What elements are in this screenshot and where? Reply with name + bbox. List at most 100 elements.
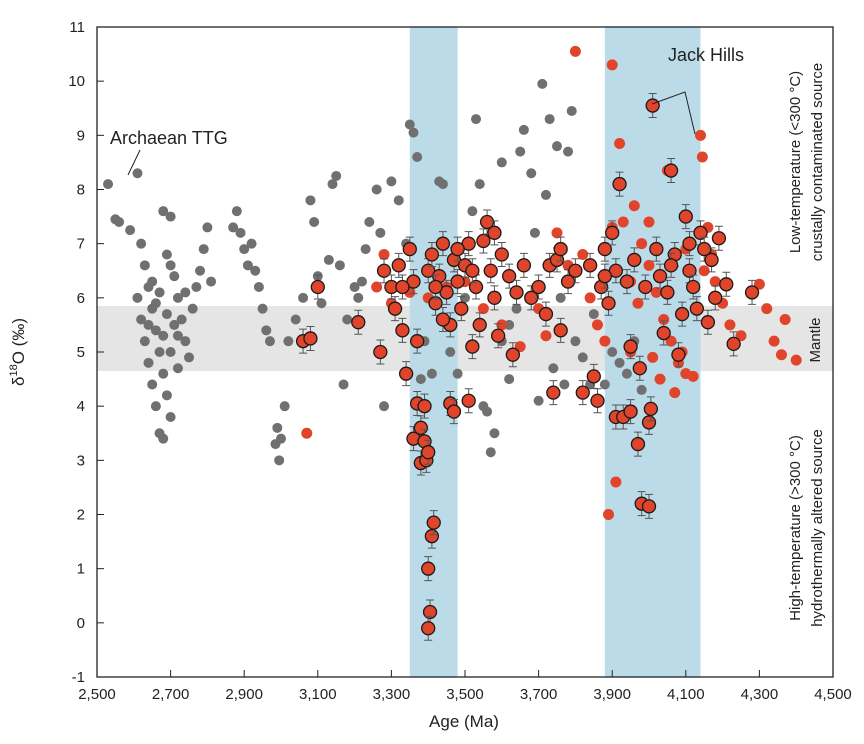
x-tick-label: 4,500 [814, 686, 852, 703]
zircon-point-errorbar [417, 399, 432, 414]
zircon-point-errorbar [623, 404, 638, 419]
zircon-point-errorbar [435, 312, 451, 327]
zircon-point-errorbar [426, 515, 441, 530]
zircon-point-errorbar [421, 445, 436, 460]
zircon-point-errorbar [660, 285, 675, 300]
y-tick-label: 9 [77, 127, 85, 144]
ttg-point [445, 347, 456, 357]
ttg-point [172, 292, 183, 303]
zircon-point-errorbar [652, 269, 668, 284]
ttg-point [356, 276, 367, 287]
zircon-point-errorbar [516, 258, 532, 273]
ttg-point [426, 368, 437, 379]
y-tick-label: 4 [77, 398, 85, 415]
ttg-point [272, 422, 283, 433]
zircon-point-errorbar [553, 241, 568, 257]
zircon-point-errorbar [674, 306, 690, 322]
ttg-points [103, 78, 647, 466]
ttg-point [139, 336, 150, 347]
y-tick-label: 3 [77, 452, 85, 469]
ttg-point [158, 206, 169, 217]
ttg-point [147, 379, 158, 390]
zircon-point-errorbar [663, 258, 679, 273]
zircon-point-errorbar [641, 415, 657, 430]
zircon-point [301, 427, 313, 439]
ttg-point [334, 260, 345, 271]
ttg-point [150, 325, 161, 336]
zircon-point-errorbar [376, 263, 392, 278]
ttg-point [198, 244, 209, 255]
ttg-point [621, 368, 632, 379]
ttg-point [327, 179, 338, 190]
ttg-point [125, 225, 136, 236]
zircon-point-errorbar [435, 236, 451, 251]
zircon-point [636, 238, 648, 250]
zircon-point [790, 354, 802, 366]
ttg-point [342, 314, 353, 325]
label-mantle: Mantle [807, 317, 824, 362]
x-tick-label: 4,100 [667, 686, 705, 703]
zircon-point-errorbar [627, 252, 642, 268]
zircon-point-errorbar [704, 252, 719, 268]
ttg-point [412, 152, 423, 162]
zircon-point-errorbar [487, 225, 502, 240]
zircon-point [610, 476, 622, 488]
zircon-point-errorbar [643, 401, 658, 417]
zircon-point-errorbar [410, 334, 425, 349]
ttg-point [150, 298, 161, 309]
ttg-point [467, 206, 478, 217]
zircon-point-errorbar [560, 274, 576, 289]
zircon-point [695, 129, 707, 141]
zircon-point [643, 259, 655, 271]
zircon-point-errorbar [538, 306, 554, 322]
zircon-point [669, 387, 681, 399]
ttg-point [150, 401, 161, 412]
label-low-temp: Low-temperature (<300 °C) [787, 71, 804, 253]
ttg-point [283, 336, 294, 347]
zircon-point-errorbar [524, 290, 539, 305]
ttg-point [154, 347, 165, 357]
ttg-point [460, 292, 470, 303]
ttg-point [526, 168, 537, 179]
axes: 2,500 2,700 2,900 3,100 3,300 3,500 3,700 3,900… [68, 19, 851, 703]
ttg-point [364, 217, 375, 227]
zircon-point-errorbar [726, 336, 741, 352]
zircon-point-errorbar [479, 214, 495, 230]
zircon-point-errorbar [693, 225, 708, 240]
ttg-point [161, 249, 172, 260]
zircon-point-errorbar [619, 274, 635, 289]
zircon-point [647, 351, 659, 363]
zircon-point-errorbar [502, 269, 517, 284]
zircon-point-errorbar [645, 98, 660, 113]
x-tick-label: 3,300 [373, 686, 411, 703]
ttg-point [184, 352, 194, 363]
zircon-point-errorbar [689, 301, 704, 316]
zircon-point-errorbar [553, 323, 568, 338]
ttg-point [353, 292, 364, 303]
ttg-point [143, 357, 154, 368]
zircon-point [709, 276, 721, 288]
zircon-point-errorbar [487, 290, 502, 305]
zircon-point [477, 303, 489, 315]
zircon-point-errorbar [671, 347, 686, 362]
zircon-point [606, 59, 618, 71]
zircon-point [775, 349, 787, 361]
ttg-point [386, 176, 397, 187]
ttg-point [231, 206, 242, 217]
ttg-point [228, 222, 239, 233]
y-tick-label: 11 [69, 19, 85, 36]
zircon-point-errorbar [424, 247, 440, 262]
label-high-temp: High-temperature (>300 °C) [787, 435, 804, 621]
x-tick-label: 2,700 [152, 686, 190, 703]
zircon-point-errorbar [597, 269, 612, 284]
x-tick-label: 3,100 [299, 686, 337, 703]
ttg-point [290, 314, 301, 325]
zircon-point-errorbar [638, 279, 653, 295]
ttg-point [165, 347, 176, 357]
zircon-point [584, 292, 596, 304]
zircon-points [295, 45, 802, 641]
ttg-point [264, 336, 275, 347]
ttg-point [158, 368, 169, 379]
y-tick-label: 6 [77, 290, 85, 307]
